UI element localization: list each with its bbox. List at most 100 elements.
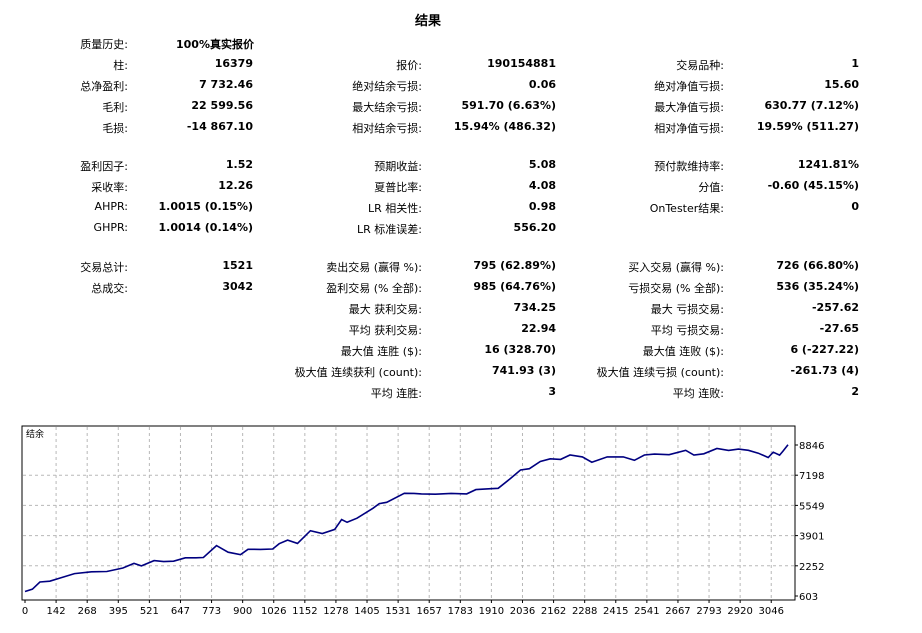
stat-value: -27.65 [819,322,859,335]
stat-label: 总净盈利: [80,80,128,93]
y-tick-label: 603 [799,592,818,603]
stat-label: 毛利: [102,101,128,114]
balance-chart: 0 142 268 395 521 647 773 900 1026 1152 1278 1405 15… [21,425,831,628]
stat-label: 平均 亏损交易: [650,324,724,337]
x-tick-label: 2541 [634,606,659,617]
stat-value: 1241.81% [797,158,859,171]
x-tick-label: 2667 [665,606,690,617]
stat-value: 0 [851,200,859,213]
stat-label: 夏普比率: [374,181,422,194]
stat-value: 726 (66.80%) [776,259,859,272]
stat-label: 最大结余亏损: [352,101,422,114]
stat-label: 预付款维持率: [654,160,724,173]
x-tick-label: 647 [171,606,190,617]
stat-value: 22 599.56 [191,99,253,112]
stat-label: 交易总计: [80,261,128,274]
stat-label: 柱: [113,59,128,72]
x-tick-label: 1783 [448,606,473,617]
stat-value: 591.70 (6.63%) [461,99,557,112]
chart-legend-label: 结余 [26,428,44,440]
stat-value: 536 (35.24%) [776,280,859,293]
y-tick-label: 5549 [799,501,824,512]
stat-value: 16379 [214,57,253,70]
stat-value: 19.59% (511.27) [756,120,859,133]
stat-value: 795 (62.89%) [473,259,556,272]
stat-label: 卖出交易 (赢得 %): [326,261,422,274]
stat-value: 1.52 [225,158,253,171]
stat-label: 极大值 连续亏损 (count): [596,366,724,379]
stat-value: 2 [851,385,859,398]
x-tick-label: 2162 [541,606,566,617]
stat-label: 盈利交易 (% 全部): [326,282,422,295]
x-tick-label: 1910 [479,606,504,617]
stat-label: 交易品种: [676,59,724,72]
stat-label: 相对结余亏损: [352,122,422,135]
stat-label: 最大 获利交易: [348,303,422,316]
stat-value: -0.60 (45.15%) [767,179,859,192]
y-tick-label: 7198 [799,471,824,482]
stat-label: 分值: [698,181,724,194]
stat-label: 极大值 连续获利 (count): [294,366,422,379]
stat-value: 4.08 [528,179,556,192]
stat-label: AHPR: [94,200,128,213]
x-tick-label: 1657 [416,606,441,617]
stat-value: 15.94% (486.32) [453,120,556,133]
stat-label: 买入交易 (赢得 %): [628,261,724,274]
stat-value: -14 867.10 [186,120,253,133]
stat-label: 总成交: [91,282,128,295]
stat-value: 0.06 [528,78,556,91]
x-tick-label: 773 [202,606,221,617]
stat-label: 最大 亏损交易: [650,303,724,316]
stat-value: 3042 [222,280,253,293]
x-tick-label: 3046 [759,606,784,617]
balance-series-line [24,444,789,593]
stat-value: 1 [851,57,859,70]
stat-value: 0.98 [528,200,556,213]
stat-value: 1.0015 (0.15%) [158,200,254,213]
stat-label: 绝对结余亏损: [352,80,422,93]
stat-value: 1.0014 (0.14%) [158,221,254,234]
x-tick-label: 2036 [510,606,535,617]
stat-label: 亏损交易 (% 全部): [628,282,724,295]
x-tick-label: 142 [47,606,66,617]
stat-label: 报价: [396,59,422,72]
stat-label: 最大净值亏损: [654,101,724,114]
stat-value: 5.08 [528,158,556,171]
stat-label: OnTester结果: [649,202,724,215]
history-quality-label: 质量历史: [80,38,128,51]
stat-value: 12.26 [218,179,253,192]
x-tick-label: 1531 [385,606,410,617]
x-tick-label: 268 [78,606,97,617]
stat-value: 985 (64.76%) [473,280,556,293]
stat-value: 3 [548,385,556,398]
history-quality-value: 100%真实报价 [176,38,254,51]
stat-label: 平均 连胜: [370,387,422,400]
stat-label: 盈利因子: [80,160,128,173]
stat-label: 预期收益: [374,160,422,173]
x-tick-label: 2920 [727,606,752,617]
stat-label: 最大值 连败 ($): [642,345,724,358]
report-title: 结果 [414,14,441,29]
stat-value: 15.60 [824,78,859,91]
stat-label: 平均 获利交易: [348,324,422,337]
stat-label: 平均 连败: [672,387,724,400]
stat-value: 556.20 [513,221,556,234]
balance-chart-svg: 0 142 268 395 521 647 773 900 1026 1152 1278 1405 15… [21,425,824,617]
stat-label: 相对净值亏损: [654,122,724,135]
x-tick-label: 900 [233,606,252,617]
stat-label: 最大值 连胜 ($): [340,345,422,358]
stat-value: 7 732.46 [199,78,253,91]
x-tick-label: 1026 [261,606,286,617]
x-tick-label: 0 [22,606,28,617]
stat-value: 734.25 [513,301,556,314]
x-tick-label: 1405 [354,606,379,617]
stat-label: LR 标准误差: [357,223,422,236]
stat-value: 16 (328.70) [484,343,556,356]
stat-value: 1521 [222,259,253,272]
stat-label: GHPR: [93,221,128,234]
stat-value: 741.93 (3) [492,364,556,377]
x-tick-label: 2288 [572,606,597,617]
stat-label: 毛损: [102,122,128,135]
x-tick-label: 2793 [696,606,721,617]
stat-value: 6 (-227.22) [790,343,859,356]
